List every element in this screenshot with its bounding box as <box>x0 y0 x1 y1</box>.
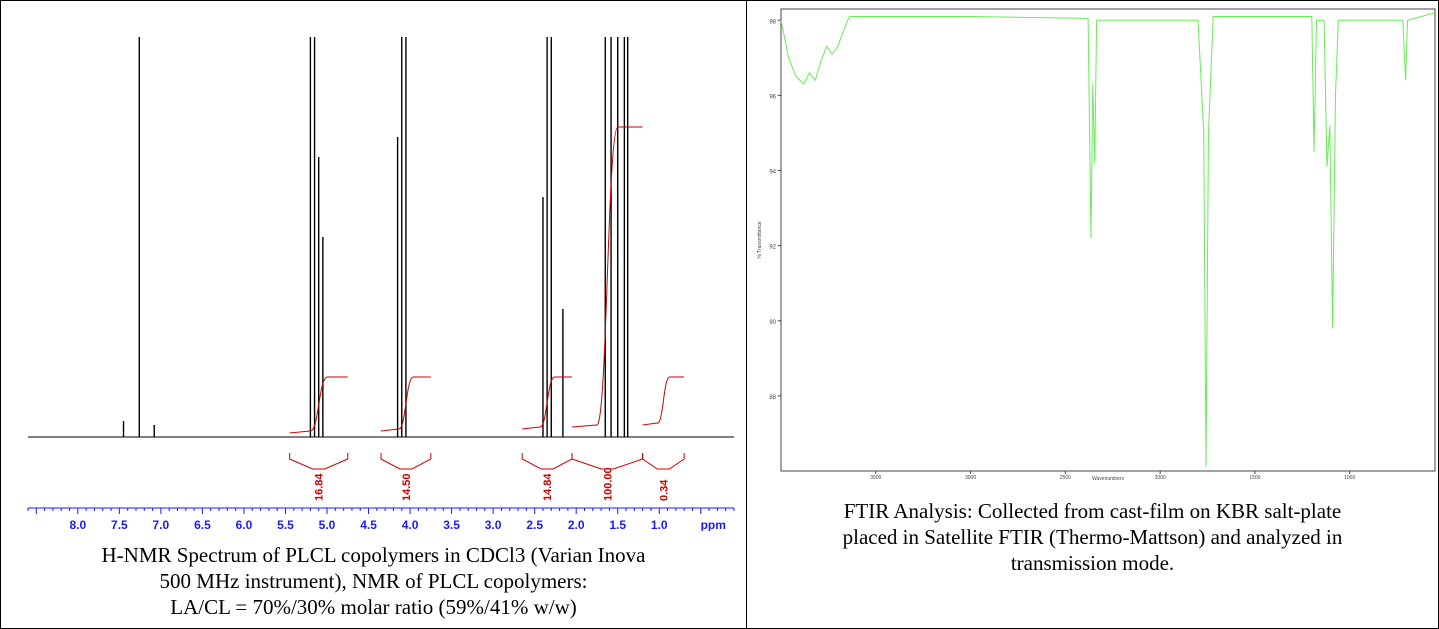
ftir-x-tick-label: 1000 <box>1344 475 1355 481</box>
nmr-x-tick-label: 4.5 <box>360 518 377 531</box>
nmr-x-tick-label: 1.0 <box>651 518 668 531</box>
column-divider <box>746 0 747 629</box>
nmr-spectrum-chart: 16.84 14.50 14.84 100.00 0.34 8.0 7.5 7.0 6.5 6.0… <box>27 37 735 531</box>
ftir-x-axis-label: Wavenumbers <box>1092 476 1125 481</box>
nmr-caption-line2: 500 MHz instrument), NMR of PLCL copolym… <box>159 569 588 593</box>
ftir-caption-line2: placed in Satellite FTIR (Thermo-Mattson… <box>842 525 1343 549</box>
ftir-spectrum-chart: 98 96 94 92 90 88 3500 3000 2500 2000 1500 1000 Wave… <box>757 8 1436 481</box>
ftir-x-tick-label: 1500 <box>1249 475 1260 481</box>
nmr-bracket-path-1 <box>380 453 432 470</box>
nmr-caption-line3: LA/CL = 70%/30% molar ratio (59%/41% w/w… <box>170 595 577 619</box>
ftir-x-tick-label: 3000 <box>965 475 976 481</box>
nmr-x-tick-label: 8.0 <box>69 518 86 531</box>
nmr-integral-bracket-1: 14.50 <box>380 453 432 501</box>
nmr-x-axis-unit: ppm <box>701 518 726 531</box>
nmr-integral-4 <box>642 376 685 426</box>
nmr-x-tick-label: 2.0 <box>568 518 585 531</box>
nmr-integral-bracket-0: 16.84 <box>289 453 349 501</box>
nmr-bracket-path-3 <box>571 453 644 470</box>
nmr-integral-curve-0 <box>289 376 348 434</box>
nmr-caption-line1: H-NMR Spectrum of PLCL copolymers in CDC… <box>101 543 646 567</box>
nmr-integral-0 <box>289 376 348 434</box>
nmr-x-tick-label: 5.5 <box>277 518 294 531</box>
nmr-bracket-path-2 <box>521 453 573 470</box>
nmr-integral-curve-1 <box>380 376 431 432</box>
nmr-integral-label-4: 0.34 <box>658 479 670 501</box>
nmr-integral-bracket-4: 0.34 <box>642 453 685 501</box>
nmr-x-tick-label: 7.0 <box>153 518 170 531</box>
ftir-y-tick-label: 90 <box>769 320 776 326</box>
nmr-integral-label-0: 16.84 <box>314 473 326 501</box>
nmr-integral-label-3: 100.00 <box>602 467 614 501</box>
ftir-plot-frame <box>780 8 1436 472</box>
ftir-y-tick-label: 98 <box>769 19 776 25</box>
nmr-x-tick-label: 6.5 <box>194 518 211 531</box>
ftir-y-tick-label: 94 <box>769 170 776 176</box>
ftir-y-tick-label: 88 <box>769 395 776 401</box>
ftir-x-tick-label: 3500 <box>870 475 881 481</box>
ftir-x-tick-label: 2500 <box>1060 475 1071 481</box>
ftir-y-tick-label: 96 <box>769 94 776 100</box>
nmr-integral-bracket-2: 14.84 <box>521 453 573 501</box>
nmr-integral-label-1: 14.50 <box>401 473 413 501</box>
nmr-x-tick-label: 2.5 <box>526 518 543 531</box>
nmr-integral-1 <box>380 376 431 432</box>
nmr-panel: 16.84 14.50 14.84 100.00 0.34 8.0 7.5 7.0 6.5 6.0… <box>1 1 746 628</box>
ftir-y-tick-label: 92 <box>769 245 776 251</box>
nmr-x-tick-label: 7.5 <box>111 518 128 531</box>
nmr-integral-label-2: 14.84 <box>542 473 554 501</box>
nmr-integral-curve-4 <box>642 376 685 426</box>
nmr-integral-2 <box>522 376 573 430</box>
ftir-spectrum-line <box>780 12 1436 468</box>
nmr-integral-curve-3 <box>571 126 643 428</box>
nmr-bracket-path-0 <box>289 453 349 470</box>
nmr-bracket-path-4 <box>642 453 685 470</box>
nmr-x-tick-label: 4.0 <box>402 518 419 531</box>
nmr-integral-3 <box>571 126 643 428</box>
nmr-x-tick-label: 6.0 <box>236 518 253 531</box>
nmr-x-tick-label: 3.0 <box>485 518 502 531</box>
nmr-caption: H-NMR Spectrum of PLCL copolymers in CDC… <box>1 542 746 620</box>
ftir-caption-line1: FTIR Analysis: Collected from cast-film … <box>843 499 1342 523</box>
nmr-x-tick-label: 1.5 <box>609 518 626 531</box>
ftir-panel: 98 96 94 92 90 88 3500 3000 2500 2000 1500 1000 Wave… <box>747 1 1438 628</box>
ftir-x-tick-label: 2000 <box>1155 475 1166 481</box>
ftir-y-axis-label: % Transmittance <box>757 221 763 258</box>
nmr-integral-curve-2 <box>522 376 573 430</box>
ftir-caption: FTIR Analysis: Collected from cast-film … <box>747 498 1438 576</box>
nmr-integral-bracket-3: 100.00 <box>571 453 644 501</box>
nmr-x-tick-label: 3.5 <box>443 518 460 531</box>
nmr-x-tick-label: 5.0 <box>319 518 336 531</box>
ftir-caption-line3: transmission mode. <box>1010 551 1175 575</box>
